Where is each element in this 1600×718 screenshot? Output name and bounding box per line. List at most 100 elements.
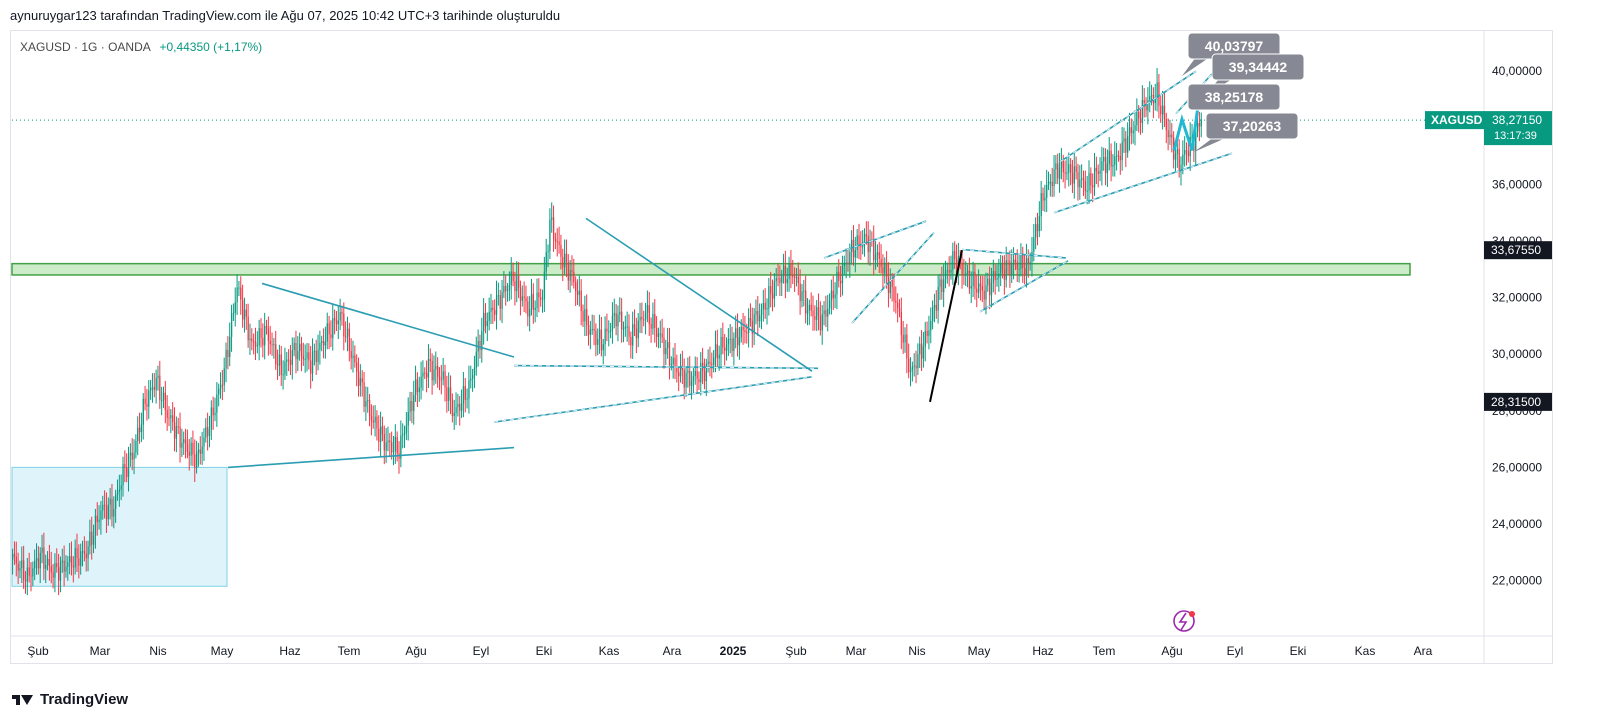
candle-body [161, 400, 163, 402]
x-tick-label: Ağu [1161, 644, 1182, 658]
candle-body [518, 275, 520, 288]
candle-body [724, 347, 726, 351]
candle-body [494, 309, 496, 315]
candle-body [928, 330, 930, 336]
trendline-support-2024 [227, 446, 515, 469]
candle-body [275, 344, 277, 365]
candle-body [814, 316, 816, 320]
candle-body [860, 246, 862, 248]
candle-body [689, 370, 691, 386]
candle-body [460, 403, 463, 411]
candle-body [416, 379, 419, 393]
candle-body [644, 312, 647, 320]
candle-body [276, 364, 279, 366]
x-tick-label: Kas [599, 644, 620, 658]
projection-zigzag [1172, 90, 1202, 151]
candle-body [144, 398, 146, 404]
candle-body [981, 286, 983, 291]
candle-body [69, 556, 71, 563]
candle-body [271, 344, 273, 346]
candle-body [906, 334, 908, 359]
candle-body [841, 266, 844, 284]
candle-body [140, 424, 143, 433]
candle-body [1145, 102, 1147, 111]
candle-body [575, 282, 577, 292]
candle-body [830, 290, 833, 301]
candle-body [751, 320, 753, 334]
candle-body [269, 340, 271, 345]
candle-body [600, 329, 603, 351]
y-tick-label: 22,00000 [1492, 574, 1542, 588]
candle-body [411, 401, 413, 411]
candle-body [1005, 260, 1007, 280]
candle-body [219, 384, 222, 389]
candle-body [221, 384, 224, 386]
candle-body [1156, 82, 1158, 98]
event-lightning-icon [1173, 610, 1195, 632]
candle-body [1025, 258, 1028, 276]
candle-body [105, 506, 108, 520]
trendline-channel-upper-dash [1059, 70, 1197, 163]
tradingview-footer[interactable]: TradingView [12, 691, 128, 708]
candle-body [941, 279, 943, 293]
candle-body [1163, 105, 1166, 119]
candle-body [510, 271, 512, 286]
symbol-legend[interactable]: XAGUSD · 1G · OANDA +0,44350 (+1,17%) [20, 40, 262, 54]
chart-area[interactable] [10, 30, 1553, 664]
candle-body [48, 558, 51, 567]
candle-body [170, 415, 172, 419]
candle-body [300, 343, 303, 357]
candle-body [1073, 166, 1075, 184]
candle-body [76, 547, 78, 559]
candle-body [869, 239, 871, 253]
candle-body [643, 319, 645, 321]
candle-body [753, 314, 755, 334]
candle-body [806, 310, 809, 314]
candle-body [966, 270, 969, 273]
candle-body [1119, 155, 1121, 161]
candle-body [915, 365, 917, 369]
candle-body [665, 348, 667, 355]
candle-body [972, 271, 974, 287]
candle-body [310, 360, 312, 374]
legend-separator: · [74, 40, 79, 54]
candle-body [683, 369, 685, 388]
candle-body [738, 337, 741, 346]
candle-body [678, 372, 680, 377]
candle-body [175, 426, 178, 439]
candle-body [1044, 197, 1046, 201]
candle-body [784, 265, 787, 284]
candle-body [1095, 167, 1098, 172]
candle-body [632, 324, 634, 346]
candle-body [501, 292, 503, 309]
candle-body [315, 350, 317, 363]
candle-body [974, 271, 976, 289]
candle-body [613, 313, 615, 316]
candle-body [1127, 136, 1129, 153]
candle-body [385, 442, 387, 451]
candle-body [159, 375, 161, 401]
candles-group [12, 68, 1202, 596]
candle-body [788, 263, 790, 280]
candle-body [637, 320, 639, 339]
candle-body [1047, 181, 1050, 185]
y-tick-label: 26,00000 [1492, 460, 1542, 474]
candle-body [30, 575, 32, 577]
candle-body [1092, 185, 1094, 188]
candle-body [514, 280, 516, 292]
current-price-marker [1484, 111, 1552, 146]
x-tick-label: Eki [536, 644, 553, 658]
candle-body [961, 263, 963, 274]
candle-body [1180, 164, 1182, 171]
candle-body [633, 324, 636, 329]
x-tick-label: Şub [785, 644, 807, 658]
candle-body [486, 321, 489, 327]
candle-body [483, 312, 485, 332]
candle-body [690, 380, 693, 386]
candle-body [225, 349, 227, 369]
candle-body [80, 551, 82, 566]
candle-body [886, 263, 888, 278]
price-callout-value: 39,34442 [1229, 59, 1288, 75]
candle-body [897, 302, 899, 308]
